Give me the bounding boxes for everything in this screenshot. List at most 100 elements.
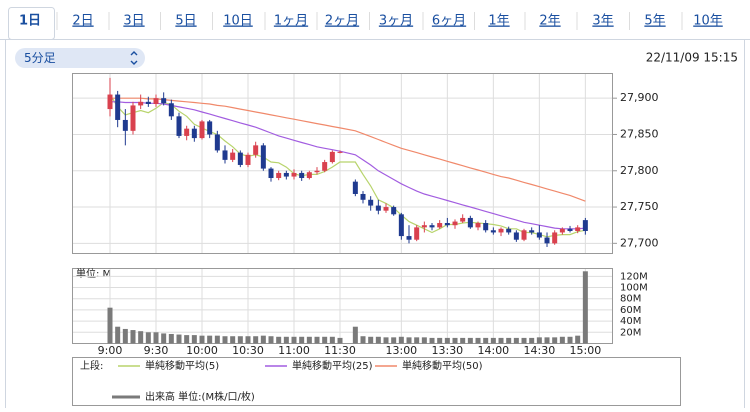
tab[interactable]: 10年	[693, 14, 723, 29]
candle-body	[521, 230, 527, 240]
volume-bar	[115, 326, 121, 344]
candle-body	[575, 227, 581, 231]
volume-bar	[122, 328, 128, 344]
candle-body	[130, 105, 136, 131]
candle-body	[490, 230, 496, 233]
candle-body	[122, 119, 128, 131]
volume-bar	[191, 335, 197, 344]
volume-bar	[368, 336, 374, 344]
candle-body	[544, 237, 550, 244]
tab[interactable]: 1ヶ月	[274, 14, 308, 29]
tab[interactable]: 2日	[72, 14, 93, 29]
volume-bar	[575, 335, 581, 344]
volume-tick-label: 80M	[620, 294, 641, 305]
candle-body	[460, 217, 466, 222]
volume-bar	[552, 337, 558, 344]
candle-body	[268, 168, 274, 179]
volume-bar	[184, 335, 190, 344]
candle-body	[214, 134, 220, 151]
volume-bar	[352, 326, 358, 344]
candle-body	[207, 121, 213, 135]
volume-bar	[460, 337, 466, 344]
candle-body	[414, 227, 420, 240]
x-tick-label: 10:30	[232, 344, 264, 357]
price-frame	[72, 73, 613, 254]
candle-body	[375, 205, 381, 211]
volume-bar	[437, 337, 443, 344]
selector-label[interactable]: 5分足	[24, 51, 56, 65]
tab[interactable]: 1年	[488, 14, 509, 29]
volume-bar	[306, 336, 312, 344]
volume-bar	[199, 335, 205, 344]
volume-bar	[138, 331, 144, 344]
volume-tick-label: 120M	[620, 271, 648, 282]
candle-body	[329, 151, 335, 163]
candle-body	[337, 151, 343, 153]
volume-bar	[314, 336, 320, 344]
candle-body	[299, 172, 305, 179]
candle-body	[559, 228, 565, 233]
volume-bar	[536, 337, 542, 344]
tab[interactable]: 5年	[644, 14, 665, 29]
volume-bar	[329, 336, 335, 344]
candle-body	[283, 172, 289, 177]
legend-label: 単純移動平均(25)	[292, 359, 373, 372]
volume-bar	[299, 336, 305, 344]
candle-body	[483, 223, 489, 231]
candle-body	[360, 193, 366, 200]
tab[interactable]: 1日	[19, 14, 41, 29]
tab[interactable]: 10日	[223, 14, 253, 29]
volume-bar	[391, 337, 397, 344]
volume-bar	[452, 337, 458, 344]
tab[interactable]: 3年	[592, 14, 613, 29]
volume-bar	[582, 271, 588, 344]
ma-line	[109, 94, 586, 238]
tab[interactable]: 2年	[539, 14, 560, 29]
volume-bar	[153, 332, 159, 344]
volume-bar	[161, 333, 167, 344]
tab[interactable]: 6ヶ月	[432, 14, 466, 29]
volume-bar	[398, 336, 404, 344]
x-tick-label: 13:00	[385, 344, 417, 357]
selected-tab-box	[8, 7, 55, 40]
x-tick-label: 14:30	[524, 344, 556, 357]
volume-bar	[375, 336, 381, 344]
volume-bar	[521, 337, 527, 344]
candle-body	[444, 223, 450, 226]
candle-body	[237, 152, 243, 165]
x-tick-label: 13:30	[431, 344, 463, 357]
candle-body	[529, 230, 535, 233]
volume-bar	[467, 337, 473, 344]
volume-bar	[176, 334, 182, 344]
y-tick-label: 27,700	[620, 236, 659, 249]
volume-bar	[245, 336, 251, 344]
candle-body	[260, 145, 266, 169]
candle-body	[245, 154, 251, 165]
volume-bar	[513, 337, 519, 344]
candle-body	[567, 228, 573, 231]
volume-bar	[544, 337, 550, 344]
volume-bar	[268, 336, 274, 344]
y-tick-label: 27,800	[620, 164, 659, 177]
candle-body	[176, 116, 182, 136]
selector[interactable]	[15, 48, 145, 68]
legend-upper: 上段:	[80, 359, 103, 372]
tab[interactable]: 3ヶ月	[379, 14, 413, 29]
volume-bar	[559, 336, 565, 344]
volume-bar	[130, 330, 136, 344]
candle-body	[475, 223, 481, 228]
volume-bar	[283, 336, 289, 344]
volume-bar	[237, 336, 243, 344]
tab[interactable]: 5日	[175, 14, 196, 29]
candle-body	[222, 150, 228, 160]
candle-body	[153, 98, 159, 104]
panel	[5, 39, 745, 412]
x-tick-label: 14:00	[477, 344, 509, 357]
candle-body	[191, 128, 197, 139]
tab[interactable]: 3日	[123, 14, 144, 29]
candle-body	[161, 98, 167, 104]
candle-body	[314, 170, 320, 173]
volume-bar	[429, 337, 435, 344]
candle-body	[437, 223, 443, 228]
tab[interactable]: 2ヶ月	[325, 14, 359, 29]
